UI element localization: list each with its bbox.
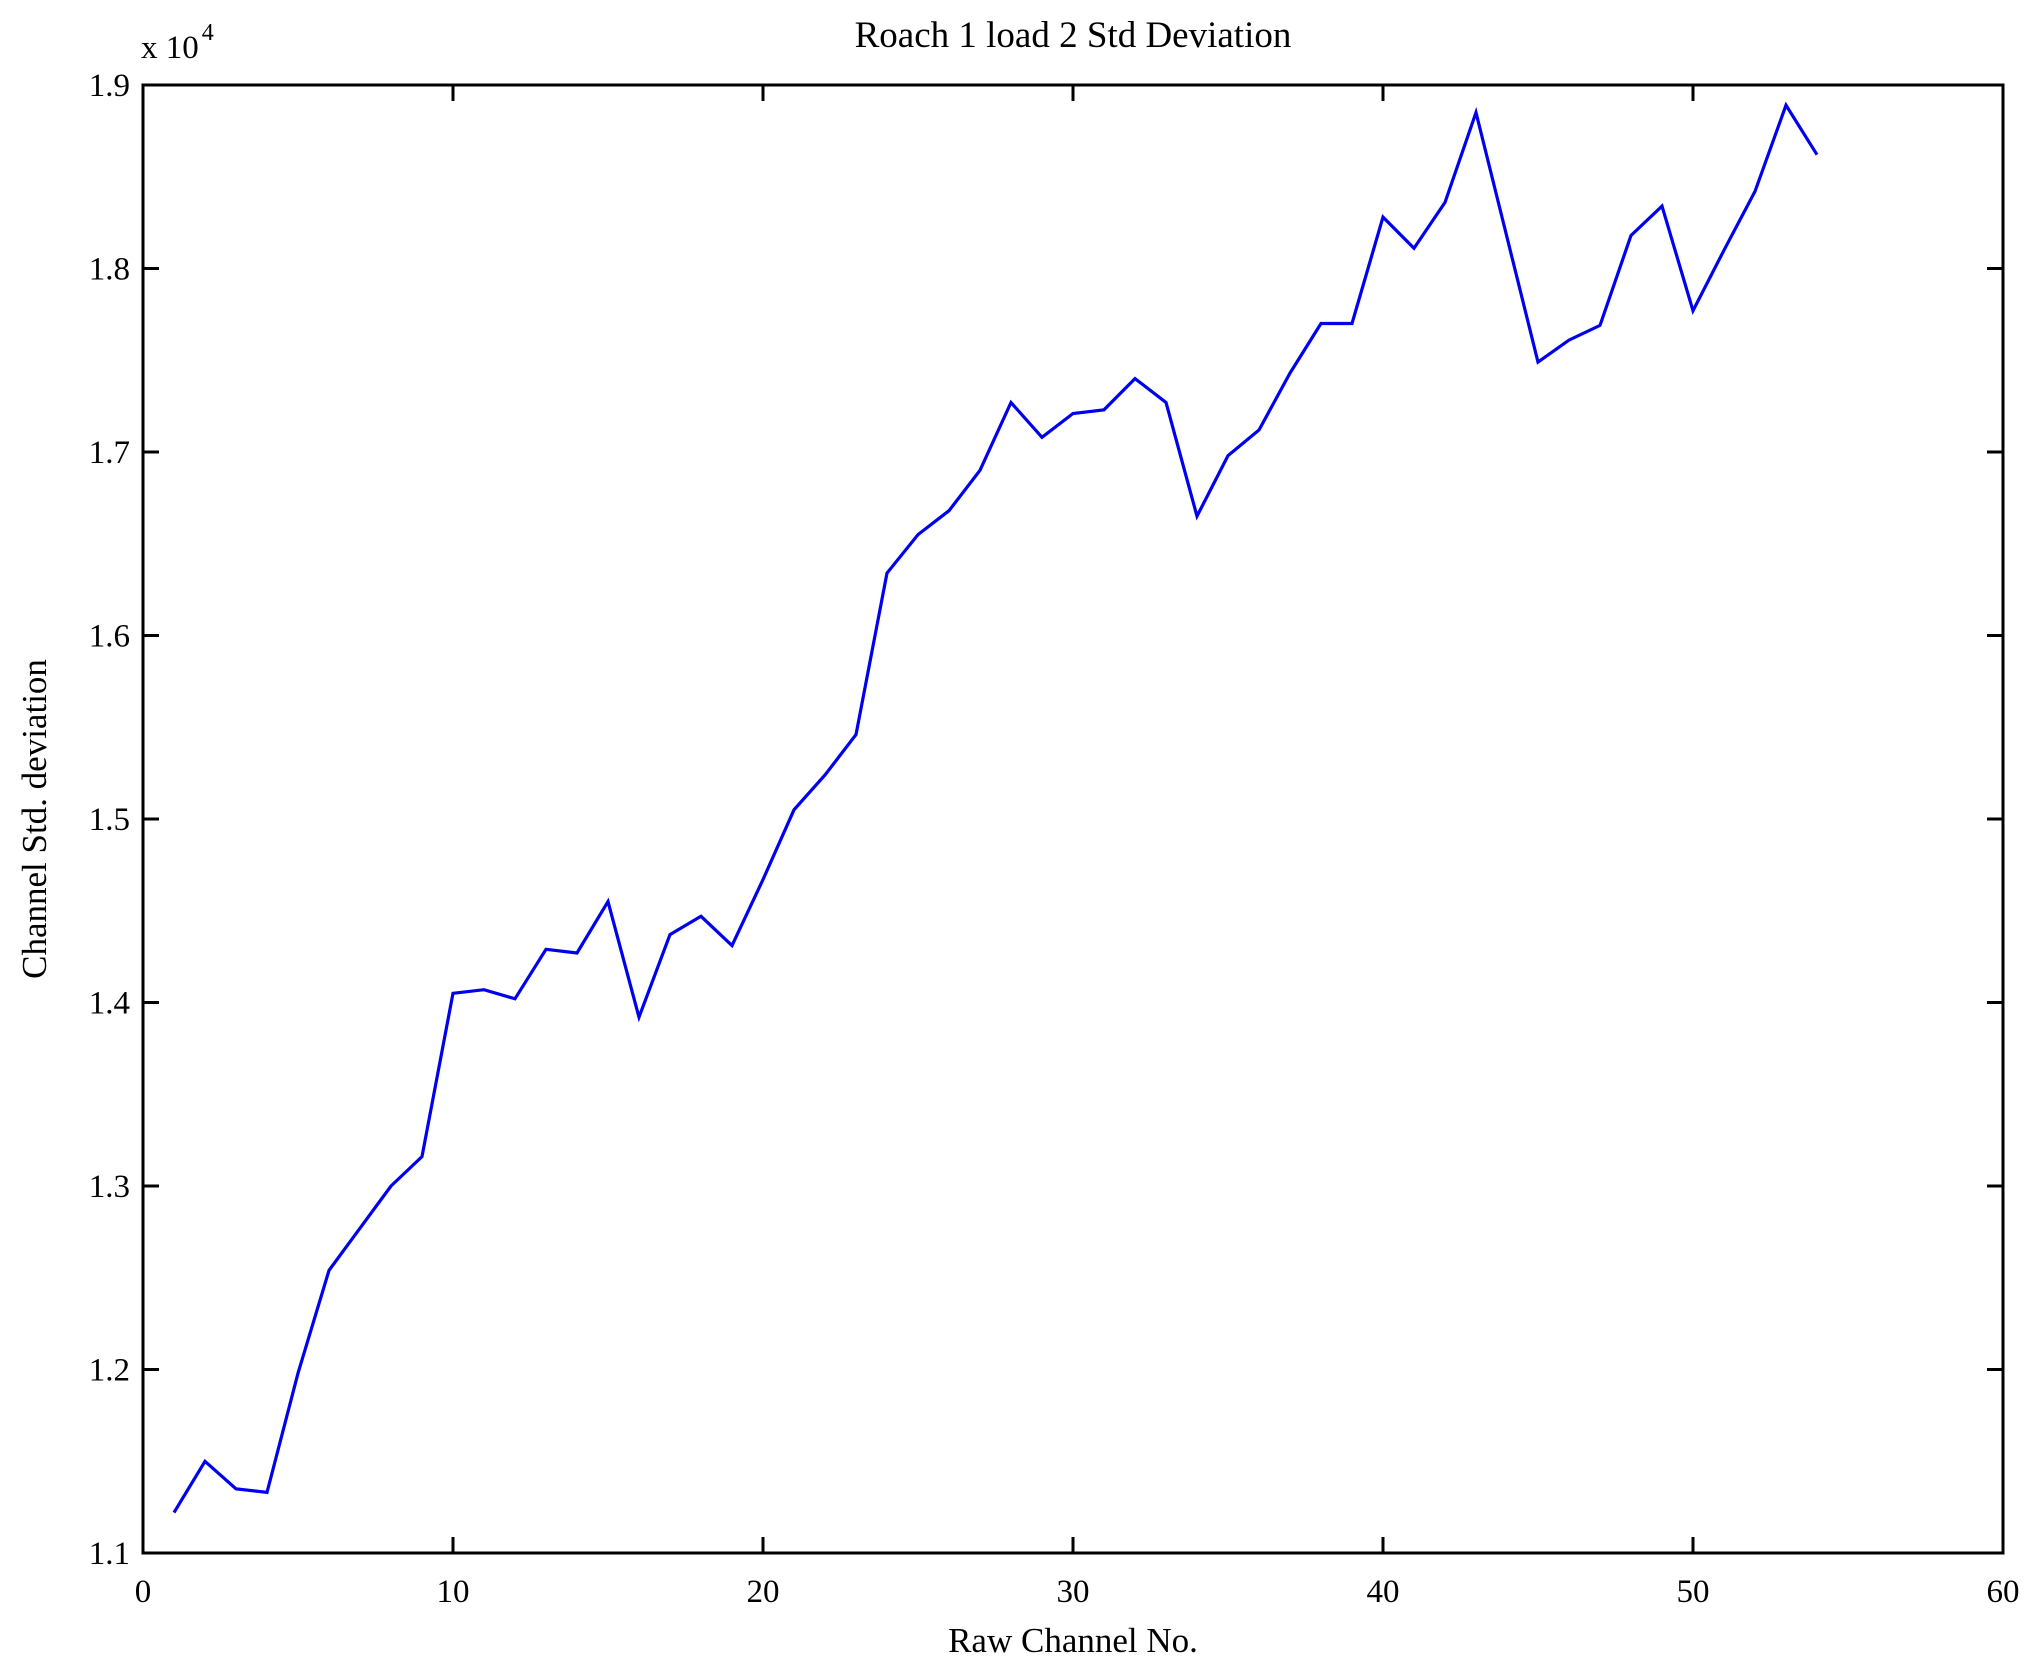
y-tick-label: 1.9 bbox=[89, 68, 130, 104]
x-tick-label: 60 bbox=[1987, 1574, 2020, 1610]
chart-title: Roach 1 load 2 Std Deviation bbox=[855, 15, 1292, 56]
y-tick-label: 1.1 bbox=[89, 1536, 130, 1572]
y-axis-label: Channel Std. deviation bbox=[15, 659, 54, 979]
x-tick-label: 30 bbox=[1057, 1574, 1090, 1610]
x-tick-label: 20 bbox=[747, 1574, 780, 1610]
y-tick-label: 1.6 bbox=[89, 619, 130, 655]
axes-layer: 0 10 20 30 40 50 60 1.1 1.2 1.3 1.4 1.5 1.6 1.7 1.8 1.9 bbox=[89, 68, 2020, 1610]
y-tick-label: 1.5 bbox=[89, 802, 130, 838]
y-tick-label: 1.7 bbox=[89, 435, 130, 471]
x-axis-label: Raw Channel No. bbox=[948, 1621, 1198, 1660]
y-axis-multiplier-exponent: 4 bbox=[202, 20, 214, 46]
axes-box bbox=[141, 83, 2005, 1555]
x-tick-label: 0 bbox=[135, 1574, 152, 1610]
y-tick-label: 1.2 bbox=[89, 1353, 130, 1389]
series-layer bbox=[172, 101, 1819, 1514]
x-tick-label: 40 bbox=[1367, 1574, 1400, 1610]
x-tick-label: 50 bbox=[1677, 1574, 1710, 1610]
series-line bbox=[172, 101, 1819, 1514]
y-axis-multiplier: x 10 4 bbox=[141, 20, 214, 66]
x-tick-label: 10 bbox=[437, 1574, 470, 1610]
y-tick-label: 1.4 bbox=[89, 986, 130, 1022]
y-tick-label: 1.8 bbox=[89, 252, 130, 288]
y-tick-label: 1.3 bbox=[89, 1169, 130, 1205]
